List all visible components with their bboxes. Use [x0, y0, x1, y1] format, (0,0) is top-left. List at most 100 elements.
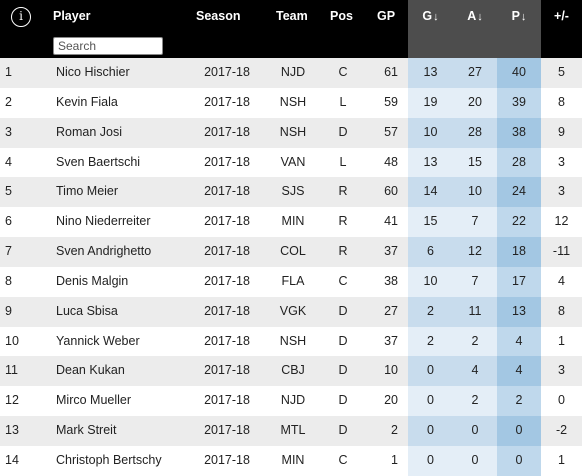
team-cell: MTL [280, 423, 306, 438]
points-cell: 39 [497, 87, 541, 118]
points-cell: 0 [497, 416, 541, 446]
goals-cell: 14 [408, 177, 453, 208]
column-header-plus-minus[interactable]: +/- [541, 0, 582, 58]
points-cell: 4 [497, 356, 541, 387]
table-row[interactable]: 7 Sven Andrighetto 2017-18 COL R 37 6 12 18 -11 [0, 237, 582, 267]
position-cell: R [338, 184, 348, 199]
column-header-season[interactable]: Season [196, 0, 258, 58]
goals-cell: 10 [408, 266, 453, 297]
table-row[interactable]: 6 Nino Niederreiter 2017-18 MIN R 41 15 7 22 12 [0, 207, 582, 238]
player-cell: Dean Kukan [56, 363, 125, 378]
points-cell: 13 [497, 296, 541, 327]
team-cell: MIN [281, 214, 305, 229]
column-label-assists: A [467, 9, 477, 23]
assists-cell: 27 [453, 58, 497, 88]
plus-minus-cell: 3 [558, 363, 565, 378]
season-cell: 2017-18 [204, 154, 250, 169]
search-input[interactable] [53, 37, 163, 55]
assists-cell: 4 [453, 356, 497, 387]
goals-cell: 2 [408, 326, 453, 357]
season-cell: 2017-18 [204, 214, 250, 229]
table-row[interactable]: 14 Christoph Bertschy 2017-18 MIN C 1 0 0 0 1 [0, 445, 582, 476]
player-cell: Christoph Bertschy [56, 452, 162, 467]
season-cell: 2017-18 [204, 423, 250, 438]
position-cell: R [338, 214, 348, 229]
rank-cell: 4 [5, 154, 12, 169]
info-icon[interactable]: i [11, 7, 31, 27]
games-played-cell: 61 [384, 65, 398, 79]
assists-cell: 10 [453, 177, 497, 208]
team-cell: MIN [281, 452, 305, 467]
assists-cell: 0 [453, 445, 497, 476]
column-header-points[interactable]: P↓ [497, 0, 541, 58]
column-label-plus-minus: +/- [554, 9, 569, 23]
plus-minus-cell: 12 [554, 214, 569, 229]
games-played-cell: 59 [384, 94, 398, 109]
position-cell: L [339, 154, 347, 169]
points-cell: 38 [497, 117, 541, 148]
table-row[interactable]: 10 Yannick Weber 2017-18 NSH D 37 2 2 4 1 [0, 326, 582, 357]
position-cell: D [338, 423, 348, 438]
rank-cell: 8 [5, 273, 12, 288]
table-row[interactable]: 1 Nico Hischier 2017-18 NJD C 61 13 27 40 5 [0, 58, 582, 88]
table-row[interactable]: 3 Roman Josi 2017-18 NSH D 57 10 28 38 9 [0, 117, 582, 148]
games-played-cell: 1 [391, 452, 398, 467]
games-played-cell: 2 [391, 423, 398, 438]
table-row[interactable]: 13 Mark Streit 2017-18 MTL D 2 0 0 0 -2 [0, 416, 582, 446]
assists-cell: 2 [453, 326, 497, 357]
table-row[interactable]: 11 Dean Kukan 2017-18 CBJ D 10 0 4 4 3 [0, 356, 582, 387]
column-label-player: Player [53, 9, 91, 23]
column-header-assists[interactable]: A↓ [453, 0, 497, 58]
rank-cell: 12 [5, 393, 19, 408]
team-cell: NJD [280, 65, 306, 79]
points-cell: 4 [497, 326, 541, 357]
games-played-cell: 57 [384, 124, 398, 139]
column-label-pos: Pos [330, 9, 353, 23]
assists-cell: 12 [453, 237, 497, 267]
team-cell: NSH [279, 333, 307, 348]
plus-minus-cell: 8 [558, 94, 565, 109]
season-cell: 2017-18 [204, 94, 250, 109]
rank-cell: 14 [5, 452, 19, 467]
table-header: i Player Season Team Pos GP G↓ A↓ P↓ +/- [0, 0, 582, 58]
points-cell: 40 [497, 58, 541, 88]
season-cell: 2017-18 [204, 65, 250, 79]
sort-arrow-icon: ↓ [477, 11, 483, 23]
rank-cell: 11 [5, 363, 18, 378]
player-cell: Sven Baertschi [56, 154, 141, 169]
player-cell: Mark Streit [56, 423, 117, 438]
position-cell: C [338, 452, 348, 467]
table-row[interactable]: 8 Denis Malgin 2017-18 FLA C 38 10 7 17 4 [0, 266, 582, 297]
table-row[interactable]: 5 Timo Meier 2017-18 SJS R 60 14 10 24 3 [0, 177, 582, 208]
player-cell: Kevin Fiala [56, 94, 118, 109]
column-header-player[interactable]: Player [53, 0, 183, 58]
column-header-pos[interactable]: Pos [330, 0, 360, 58]
position-cell: L [339, 94, 347, 109]
team-cell: FLA [281, 273, 305, 288]
games-played-cell: 48 [384, 154, 398, 169]
plus-minus-cell: 8 [558, 303, 565, 318]
column-header-gp[interactable]: GP [377, 0, 407, 58]
plus-minus-cell: 4 [558, 273, 565, 288]
player-cell: Nico Hischier [56, 65, 130, 79]
points-cell: 28 [497, 147, 541, 178]
column-header-goals[interactable]: G↓ [408, 0, 453, 58]
plus-minus-cell: 9 [558, 124, 565, 139]
position-cell: R [338, 244, 348, 259]
position-cell: D [338, 124, 348, 139]
table-row[interactable]: 9 Luca Sbisa 2017-18 VGK D 27 2 11 13 8 [0, 296, 582, 327]
column-header-team[interactable]: Team [276, 0, 312, 58]
table-row[interactable]: 2 Kevin Fiala 2017-18 NSH L 59 19 20 39 8 [0, 87, 582, 118]
games-played-cell: 38 [384, 273, 398, 288]
season-cell: 2017-18 [204, 244, 250, 259]
season-cell: 2017-18 [204, 333, 250, 348]
table-row[interactable]: 12 Mirco Mueller 2017-18 NJD D 20 0 2 2 0 [0, 386, 582, 417]
points-cell: 18 [497, 237, 541, 267]
plus-minus-cell: 1 [558, 333, 565, 348]
table-row[interactable]: 4 Sven Baertschi 2017-18 VAN L 48 13 15 28 3 [0, 147, 582, 178]
sort-arrow-icon: ↓ [520, 11, 527, 23]
points-cell: 17 [497, 266, 541, 297]
season-cell: 2017-18 [204, 303, 250, 318]
sort-arrow-icon: ↓ [433, 11, 439, 23]
player-cell: Sven Andrighetto [56, 244, 152, 259]
